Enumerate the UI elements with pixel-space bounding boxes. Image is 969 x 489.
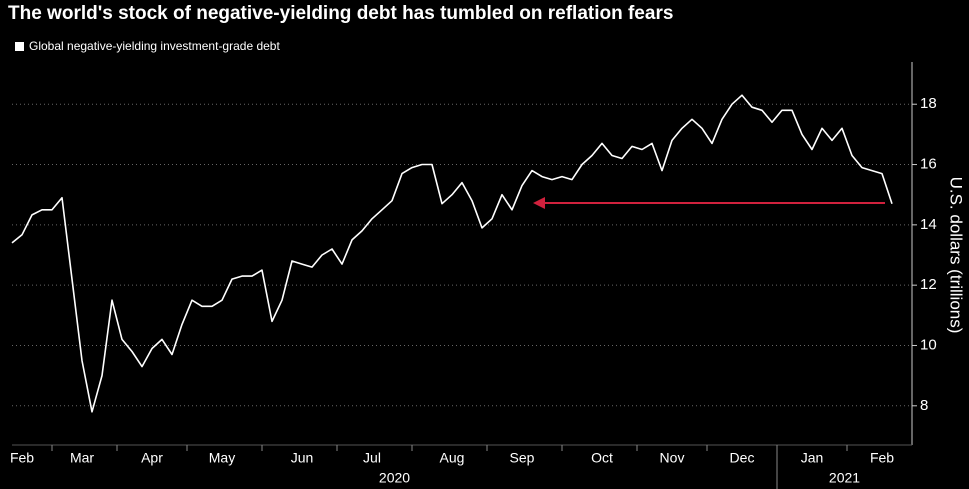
y-axis-label: U.S. dollars (trillions) — [947, 177, 966, 334]
x-tick-label: Aug — [440, 450, 465, 466]
x-tick-label: Apr — [141, 450, 163, 466]
y-tick-label: 12 — [920, 276, 937, 293]
x-tick-label: Feb — [870, 450, 894, 466]
chart-title: The world's stock of negative-yielding d… — [8, 3, 673, 24]
year-label: 2020 — [379, 470, 410, 486]
x-tick-label: Jan — [801, 450, 824, 466]
x-tick-label: Oct — [591, 450, 613, 466]
legend-swatch — [15, 42, 24, 51]
x-tick-label: Feb — [10, 450, 34, 466]
y-tick-label: 14 — [920, 216, 937, 233]
arrow-head — [533, 197, 545, 209]
x-tick-label: May — [209, 450, 235, 466]
y-tick-label: 10 — [920, 336, 937, 353]
x-tick-label: Jun — [291, 450, 314, 466]
y-tick-label: 8 — [920, 397, 928, 414]
x-tick-label: Sep — [510, 450, 535, 466]
year-label: 2021 — [829, 470, 860, 486]
y-tick-label: 18 — [920, 95, 937, 112]
x-tick-label: Jul — [363, 450, 381, 466]
y-tick-label: 16 — [920, 156, 937, 173]
x-tick-label: Mar — [70, 450, 94, 466]
legend-label: Global negative-yielding investment-grad… — [29, 39, 280, 53]
x-tick-label: Nov — [660, 450, 685, 466]
line-series — [11, 94, 893, 413]
x-tick-label: Dec — [730, 450, 755, 466]
